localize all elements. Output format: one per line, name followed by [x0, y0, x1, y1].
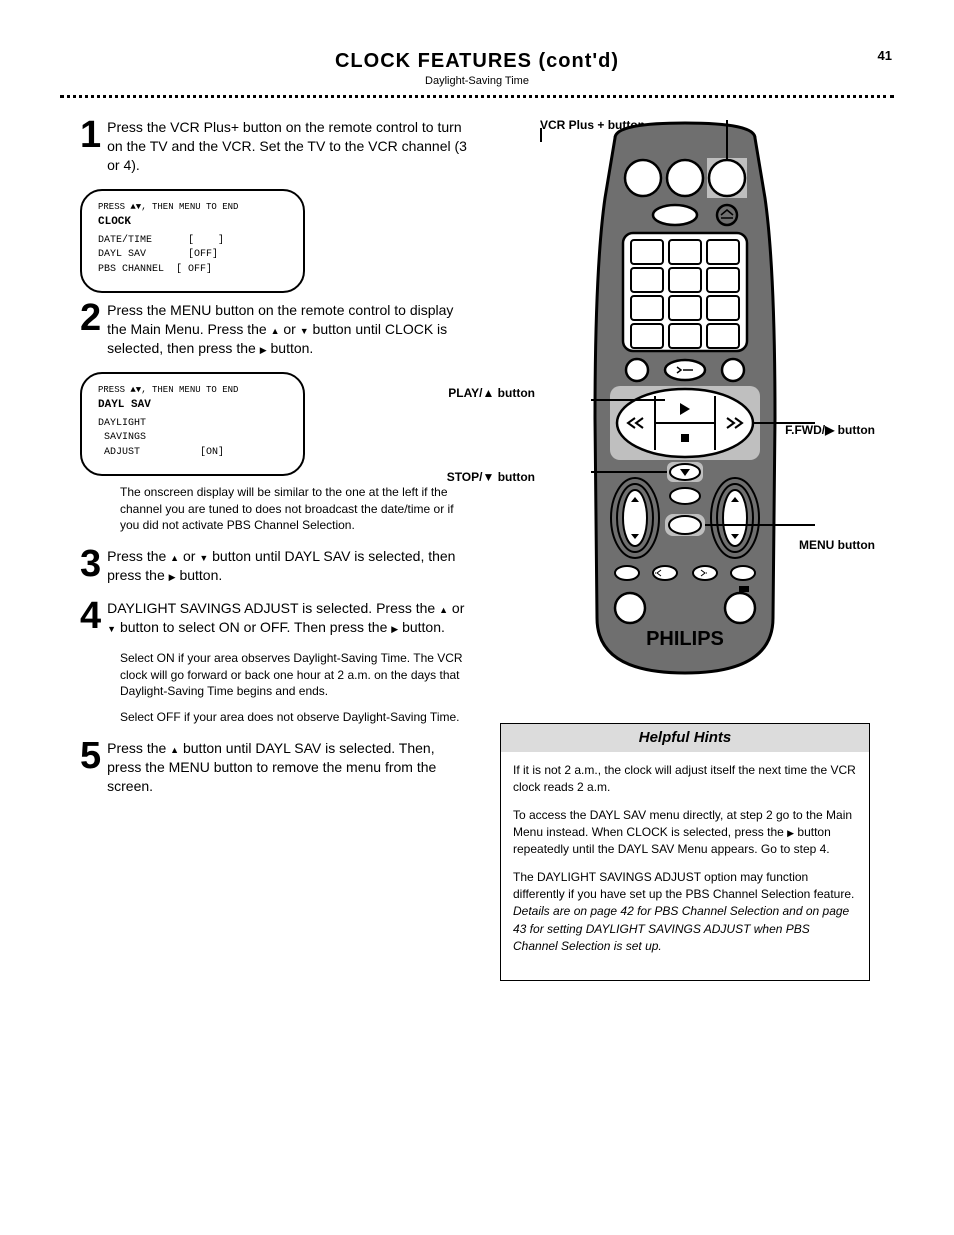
- step-4-note-off: Select OFF if your area does not observe…: [120, 709, 470, 725]
- triangle-right-icon: [787, 825, 794, 839]
- helpful-hints-body: If it is not 2 a.m., the clock will adju…: [501, 752, 869, 980]
- step-1-number: 1: [80, 118, 101, 152]
- screen-daylsav-title: DAYL SAV: [98, 398, 287, 413]
- step-5-number: 5: [80, 739, 101, 773]
- page-subtitle: Daylight-Saving Time: [60, 75, 894, 87]
- screen-daylsav-item-1: DAYLIGHT: [98, 417, 287, 431]
- triangle-down-icon: [199, 548, 208, 564]
- step-2-note: The onscreen display will be similar to …: [120, 484, 470, 533]
- helpful-hints-box: Helpful Hints If it is not 2 a.m., the c…: [500, 723, 870, 981]
- tips-p2: To access the DAYL SAV menu directly, at…: [513, 807, 857, 859]
- screen-clock-item-3: PBS CHANNEL [ OFF]: [98, 263, 287, 277]
- step-4: 4 DAYLIGHT SAVINGS ADJUST is selected. P…: [80, 599, 470, 637]
- right-column: VCR Plus + button PLAY/▲ button F.FWD/▶ …: [500, 118, 870, 981]
- screen-clock-header: PRESS ▲▼, THEN MENU TO END: [98, 201, 287, 213]
- page-title: CLOCK FEATURES (cont'd): [60, 50, 894, 73]
- screen-daylsav-header: PRESS ▲▼, THEN MENU TO END: [98, 384, 287, 396]
- content: 1 Press the VCR Plus+ button on the remo…: [60, 118, 894, 981]
- screen-clock-item-2: DAYL SAV [OFF]: [98, 248, 287, 262]
- callout-stop: STOP/▼ button: [405, 470, 535, 484]
- step-2-mid: or: [283, 321, 299, 337]
- step-4-end: button.: [402, 619, 445, 635]
- page-title-text: CLOCK FEATURES (cont'd): [335, 50, 619, 72]
- screen-daylsav-item-3: ADJUST [ON]: [98, 446, 287, 460]
- tips-p3: The DAYLIGHT SAVINGS ADJUST option may f…: [513, 869, 857, 956]
- screen-daylsav: PRESS ▲▼, THEN MENU TO END DAYL SAV DAYL…: [80, 372, 305, 476]
- step-4-lead: DAYLIGHT SAVINGS ADJUST is selected. Pre…: [107, 600, 439, 616]
- dotted-rule: [60, 95, 894, 98]
- triangle-up-icon: [170, 548, 179, 564]
- screen-clock: PRESS ▲▼, THEN MENU TO END CLOCK DATE/TI…: [80, 189, 305, 293]
- step-3: 3 Press the or button until DAYL SAV is …: [80, 547, 470, 585]
- step-4-number: 4: [80, 599, 101, 633]
- triangle-up-icon: [271, 321, 280, 337]
- step-1-text: Press the VCR Plus+ button on the remote…: [107, 118, 470, 175]
- step-4-note-on: Select ON if your area observes Daylight…: [120, 650, 470, 699]
- step-4-mid1: or: [452, 600, 464, 616]
- tips-p3-a: The DAYLIGHT SAVINGS ADJUST option may f…: [513, 870, 854, 901]
- triangle-up-icon: [439, 600, 448, 616]
- page-number: 41: [878, 48, 892, 63]
- step-2: 2 Press the MENU button on the remote co…: [80, 301, 470, 358]
- tips-p1: If it is not 2 a.m., the clock will adju…: [513, 762, 857, 797]
- screen-clock-title: CLOCK: [98, 215, 287, 230]
- step-4-mid2: button to select ON or OFF. Then press t…: [120, 619, 391, 635]
- step-1: 1 Press the VCR Plus+ button on the remo…: [80, 118, 470, 175]
- step-2-text: Press the MENU button on the remote cont…: [107, 301, 470, 358]
- triangle-right-icon: [260, 340, 267, 356]
- screen-clock-item-1: DATE/TIME [ ]: [98, 234, 287, 248]
- step-3-text: Press the or button until DAYL SAV is se…: [107, 547, 470, 585]
- triangle-down-icon: [107, 619, 116, 635]
- left-column: 1 Press the VCR Plus+ button on the remo…: [60, 118, 470, 981]
- step-3-number: 3: [80, 547, 101, 581]
- triangle-right-icon: [169, 567, 176, 583]
- step-3-mid1: or: [183, 548, 199, 564]
- callout-play: PLAY/▲ button: [405, 386, 535, 400]
- step-3-end: button.: [179, 567, 222, 583]
- leader-line: [540, 128, 542, 142]
- step-2-end: button.: [271, 340, 314, 356]
- step-3-lead: Press the: [107, 548, 170, 564]
- triangle-right-icon: [391, 619, 398, 635]
- remote-svg: PHILIPS: [555, 118, 815, 678]
- screen-daylsav-item-2: SAVINGS: [98, 431, 287, 445]
- tips-p3-b: Details are on page 42 for PBS Channel S…: [513, 904, 849, 953]
- step-5-text: Press the button until DAYL SAV is selec…: [107, 739, 470, 796]
- step-2-number: 2: [80, 301, 101, 335]
- step-4-text: DAYLIGHT SAVINGS ADJUST is selected. Pre…: [107, 599, 470, 637]
- triangle-up-icon: [170, 740, 179, 756]
- remote-illustration: PHILIPS: [555, 118, 815, 683]
- step-5: 5 Press the button until DAYL SAV is sel…: [80, 739, 470, 796]
- step-5-lead: Press the: [107, 740, 170, 756]
- triangle-down-icon: [300, 321, 309, 337]
- remote-brand: PHILIPS: [646, 628, 724, 650]
- page-header: CLOCK FEATURES (cont'd) Daylight-Saving …: [60, 50, 894, 87]
- helpful-hints-title: Helpful Hints: [501, 724, 869, 752]
